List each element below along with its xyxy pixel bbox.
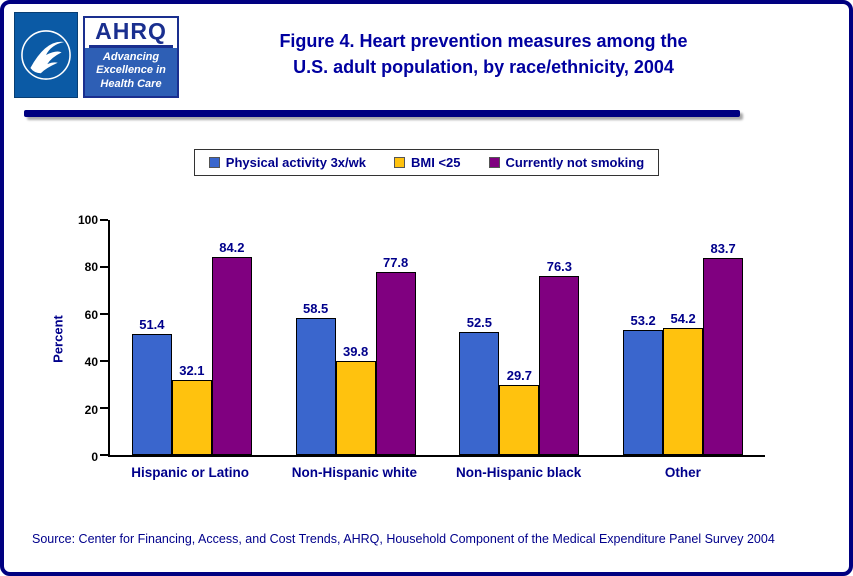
bar-slot: 83.7 bbox=[703, 220, 744, 455]
bar-chart: Percent 0 20 40 60 80 100 51.4 32.1 84.2 58.5 39.… bbox=[46, 213, 765, 480]
bar bbox=[335, 361, 376, 455]
y-tick-mark bbox=[100, 360, 108, 362]
legend-label: Physical activity 3x/wk bbox=[225, 155, 366, 170]
bar bbox=[295, 317, 336, 455]
bar-slot: 32.1 bbox=[171, 220, 212, 455]
bar-slot: 53.2 bbox=[623, 220, 664, 455]
bar bbox=[171, 379, 212, 455]
ahrq-acronym: AHRQ bbox=[85, 18, 177, 45]
title-line-2: U.S. adult population, by race/ethnicity… bbox=[293, 57, 674, 78]
logo-group: AHRQ Advancing Excellence in Health Care bbox=[14, 12, 182, 106]
bar-group: 58.5 39.8 77.8 bbox=[274, 220, 438, 455]
bar-group: 52.5 29.7 76.3 bbox=[438, 220, 602, 455]
category-label: Non-Hispanic black bbox=[455, 465, 582, 480]
bar-slot: 77.8 bbox=[375, 220, 416, 455]
page-title: Figure 4. Heart prevention measures amon… bbox=[182, 28, 785, 80]
y-tick-mark bbox=[100, 313, 108, 315]
bar-slot: 84.2 bbox=[211, 220, 252, 455]
y-tick-mark bbox=[100, 266, 108, 268]
bar bbox=[499, 385, 540, 455]
bar-value-label: 52.5 bbox=[466, 314, 493, 330]
ahrq-tagline: Advancing Excellence in Health Care bbox=[85, 48, 177, 96]
legend-swatch-yellow bbox=[394, 157, 405, 168]
y-tick-mark bbox=[100, 454, 108, 456]
legend-item: Physical activity 3x/wk bbox=[208, 155, 366, 170]
header: AHRQ Advancing Excellence in Health Care… bbox=[4, 4, 849, 106]
bar-slot: 51.4 bbox=[131, 220, 172, 455]
bar-value-label: 83.7 bbox=[710, 241, 736, 257]
bar-value-label: 39.8 bbox=[342, 344, 369, 360]
legend-label: Currently not smoking bbox=[505, 155, 645, 170]
legend-item: BMI <25 bbox=[394, 155, 461, 170]
hhs-logo-icon bbox=[14, 12, 78, 98]
legend-swatch-purple bbox=[488, 157, 500, 168]
y-tick-label: 60 bbox=[84, 307, 98, 322]
category-label: Non-Hispanic white bbox=[291, 465, 417, 480]
bar-slot: 54.2 bbox=[663, 220, 704, 455]
bar bbox=[623, 329, 664, 455]
y-tick-label: 0 bbox=[91, 450, 98, 464]
bar-slot: 76.3 bbox=[539, 220, 580, 455]
bar bbox=[459, 331, 500, 455]
ahrq-tagline-line: Advancing bbox=[102, 51, 160, 64]
bar-slot: 52.5 bbox=[459, 220, 500, 455]
y-axis: 0 20 40 60 80 100 bbox=[70, 213, 108, 464]
bar-value-label: 76.3 bbox=[546, 258, 573, 274]
bar bbox=[703, 258, 744, 455]
y-tick-mark bbox=[100, 407, 108, 409]
y-tick-label: 80 bbox=[84, 260, 98, 275]
y-tick-label: 100 bbox=[77, 213, 98, 227]
bar bbox=[663, 327, 704, 455]
bar-value-label: 58.5 bbox=[302, 300, 329, 316]
y-axis-title: Percent bbox=[50, 314, 66, 363]
legend-label: BMI <25 bbox=[411, 155, 461, 170]
bar-value-label: 51.4 bbox=[139, 317, 165, 333]
y-tick-label: 40 bbox=[84, 355, 98, 370]
bar-slot: 58.5 bbox=[295, 220, 336, 455]
y-tick-mark bbox=[100, 219, 108, 221]
bar-value-label: 54.2 bbox=[670, 310, 696, 326]
ahrq-logo: AHRQ Advancing Excellence in Health Care bbox=[83, 16, 179, 98]
source-note: Source: Center for Financing, Access, an… bbox=[32, 532, 775, 546]
ahrq-tagline-line: Excellence in bbox=[96, 64, 166, 77]
bar bbox=[211, 257, 252, 455]
bar-slot: 29.7 bbox=[499, 220, 540, 455]
plot-column: 51.4 32.1 84.2 58.5 39.8 77.8 52.5 29.7 76.3 53.2… bbox=[100, 219, 765, 480]
category-axis: Hispanic or Latino Non-Hispanic white Non-… bbox=[108, 465, 765, 480]
bar-value-label: 53.2 bbox=[630, 312, 656, 328]
bar-value-label: 77.8 bbox=[382, 255, 409, 271]
bar bbox=[131, 334, 172, 455]
bar-group: 53.2 54.2 83.7 bbox=[601, 220, 765, 455]
title-line-1: Figure 4. Heart prevention measures amon… bbox=[279, 31, 688, 51]
bar bbox=[375, 272, 416, 455]
bar-value-label: 84.2 bbox=[219, 240, 245, 256]
category-label: Hispanic or Latino bbox=[131, 465, 249, 480]
legend-swatch-blue bbox=[208, 157, 220, 168]
bar-value-label: 29.7 bbox=[506, 368, 533, 384]
category-label: Other bbox=[664, 465, 701, 480]
bar-group: 51.4 32.1 84.2 bbox=[110, 220, 274, 455]
bar-value-label: 32.1 bbox=[179, 362, 205, 378]
bar bbox=[539, 275, 580, 455]
legend-item: Currently not smoking bbox=[488, 155, 645, 170]
bar-slot: 39.8 bbox=[335, 220, 376, 455]
title-block: Figure 4. Heart prevention measures amon… bbox=[182, 28, 785, 106]
ahrq-tagline-line: Health Care bbox=[100, 77, 162, 90]
y-tick-label: 20 bbox=[84, 402, 98, 417]
divider-bar bbox=[24, 110, 740, 117]
ahrq-logo-rule bbox=[89, 45, 173, 49]
chart-legend: Physical activity 3x/wk BMI <25 Currentl… bbox=[193, 149, 660, 176]
plot-area: 51.4 32.1 84.2 58.5 39.8 77.8 52.5 29.7 76.3 53.2… bbox=[100, 219, 765, 457]
